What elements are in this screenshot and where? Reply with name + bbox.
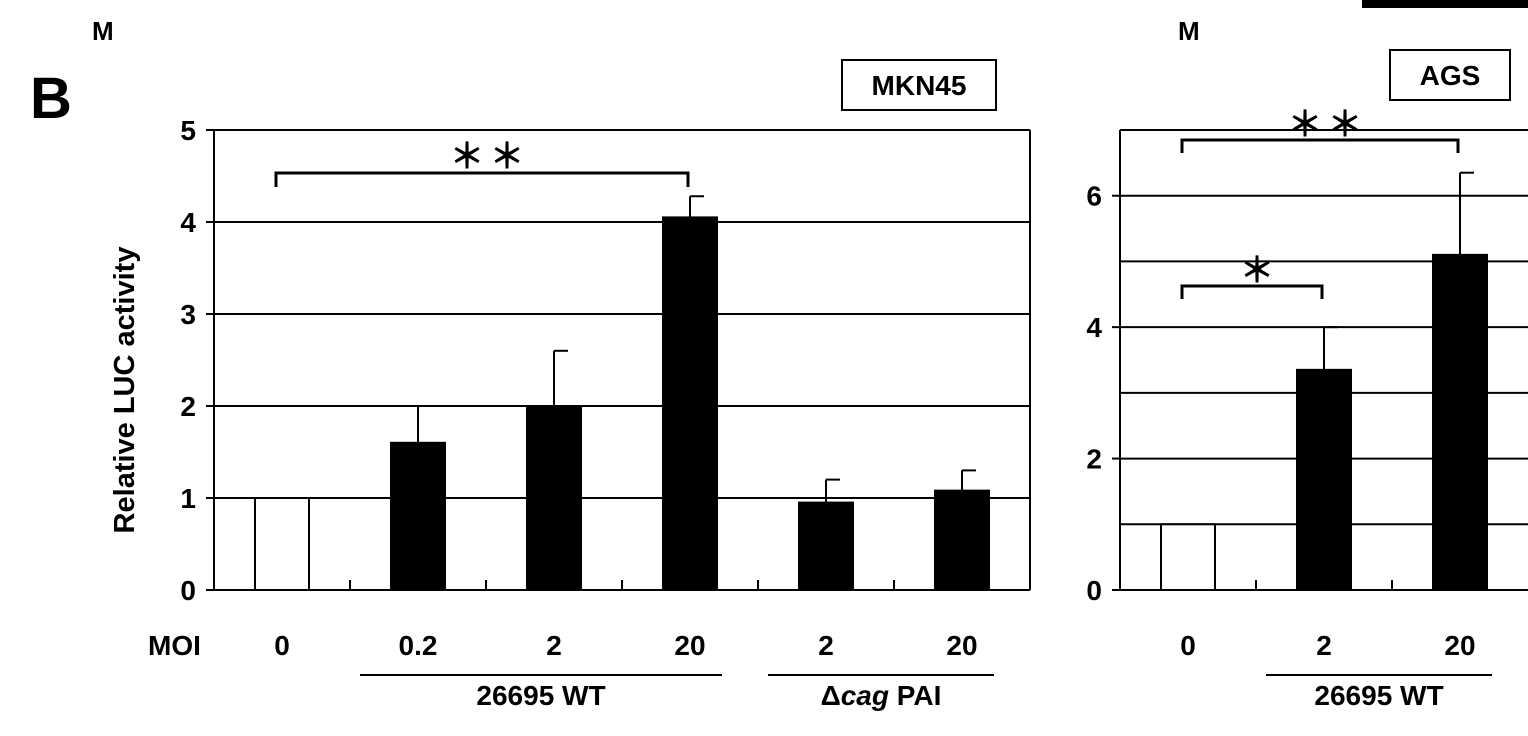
c2-x-tick-label: 20 <box>1444 630 1475 661</box>
c1-x-tick-label: 2 <box>818 630 834 661</box>
c2-significance-bracket <box>1180 138 1460 153</box>
c2-group-label: 26695 WT <box>1314 680 1443 711</box>
c1-bar <box>798 501 854 592</box>
c2-significance-stars: ＊＊ <box>1288 106 1368 144</box>
c1-chart-title: MKN45 <box>872 70 967 101</box>
c1-y-axis-title: Relative LUC activity <box>109 247 141 534</box>
c1-group-label: 26695 WT <box>476 680 605 711</box>
c1-significance-bracket <box>274 171 690 187</box>
c1-bar <box>662 216 718 591</box>
c1-y-tick-label: 5 <box>180 115 196 146</box>
c1-bar <box>254 497 310 591</box>
c1-significance-stars: ＊＊ <box>450 138 530 176</box>
c1-group-label: Δcag PAI <box>821 680 942 711</box>
c2-x-tick-label: 0 <box>1180 630 1196 661</box>
c1-x-tick-label: 20 <box>674 630 705 661</box>
c1-y-tick-label: 2 <box>180 391 196 422</box>
c2-bar <box>1296 368 1352 591</box>
c1-title-box <box>841 59 997 111</box>
corner-mark-left: M <box>92 16 114 46</box>
corner-mark-right: M <box>1178 16 1200 46</box>
c2-x-tick-label: 2 <box>1316 630 1332 661</box>
c2-y-tick-label: 6 <box>1086 181 1102 212</box>
c1-bar <box>390 441 446 591</box>
panel-letter: B <box>30 66 72 131</box>
c1-bar <box>934 489 990 592</box>
c1-x-tick-label: 0.2 <box>399 630 438 661</box>
c2-significance-bracket <box>1180 284 1324 299</box>
chart-mkn45: 0 1 2 3 4 5 0 0.2 2 20 2 20 26695 WT Δcag PAI ＊＊ MKN45 R… <box>109 59 1031 711</box>
c1-y-tick-label: 1 <box>180 483 196 514</box>
c1-x-tick-label: 20 <box>946 630 977 661</box>
c2-bar <box>1160 523 1216 591</box>
c1-y-tick-label: 3 <box>180 299 196 330</box>
top-right-dark-strip <box>1362 0 1528 8</box>
c1-y-tick-label: 4 <box>180 207 196 238</box>
c2-y-tick-label: 0 <box>1086 575 1102 606</box>
c1-bar <box>526 405 582 591</box>
c1-x-row-label: MOI <box>148 630 201 661</box>
c2-chart-title: AGS <box>1420 60 1481 91</box>
c1-x-tick-label: 2 <box>546 630 562 661</box>
c1-x-tick-label: 0 <box>274 630 290 661</box>
c2-y-tick-label: 4 <box>1086 312 1102 343</box>
c2-y-tick-label: 2 <box>1086 444 1102 475</box>
c2-bar <box>1432 253 1488 591</box>
c1-y-tick-label: 0 <box>180 575 196 606</box>
c2-title-box <box>1389 49 1511 101</box>
c2-significance-stars: ＊ <box>1240 252 1280 290</box>
